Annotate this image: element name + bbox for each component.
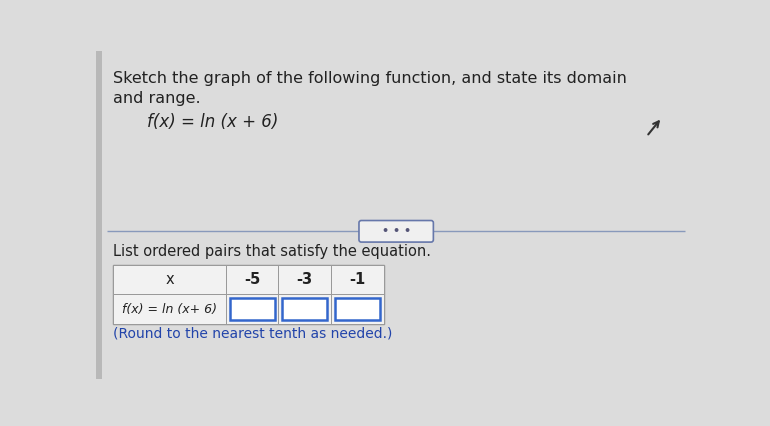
Bar bbox=[283, 298, 327, 320]
Bar bbox=[335, 298, 380, 320]
Bar bbox=[229, 298, 274, 320]
Text: -1: -1 bbox=[350, 272, 366, 287]
Text: Sketch the graph of the following function, and state its domain: Sketch the graph of the following functi… bbox=[113, 71, 628, 86]
Text: and range.: and range. bbox=[113, 91, 201, 106]
Text: (Round to the nearest tenth as needed.): (Round to the nearest tenth as needed.) bbox=[113, 327, 393, 341]
FancyBboxPatch shape bbox=[359, 221, 434, 242]
Text: f(x) = ln (x+ 6): f(x) = ln (x+ 6) bbox=[122, 302, 217, 316]
Text: -5: -5 bbox=[244, 272, 260, 287]
Text: • • •: • • • bbox=[382, 226, 410, 236]
Text: x: x bbox=[166, 272, 174, 287]
Text: -3: -3 bbox=[296, 272, 313, 287]
Bar bbox=[226, 265, 279, 294]
Text: f(x) = ln (x + 6): f(x) = ln (x + 6) bbox=[146, 113, 278, 132]
Bar bbox=[226, 294, 279, 324]
Bar bbox=[113, 265, 383, 324]
Bar bbox=[279, 294, 331, 324]
Text: List ordered pairs that satisfy the equation.: List ordered pairs that satisfy the equa… bbox=[113, 245, 431, 259]
Bar bbox=[331, 265, 383, 294]
Bar bbox=[113, 294, 226, 324]
Bar bbox=[113, 265, 226, 294]
Bar bbox=[331, 294, 383, 324]
Bar bbox=[96, 51, 102, 379]
Bar bbox=[279, 265, 331, 294]
